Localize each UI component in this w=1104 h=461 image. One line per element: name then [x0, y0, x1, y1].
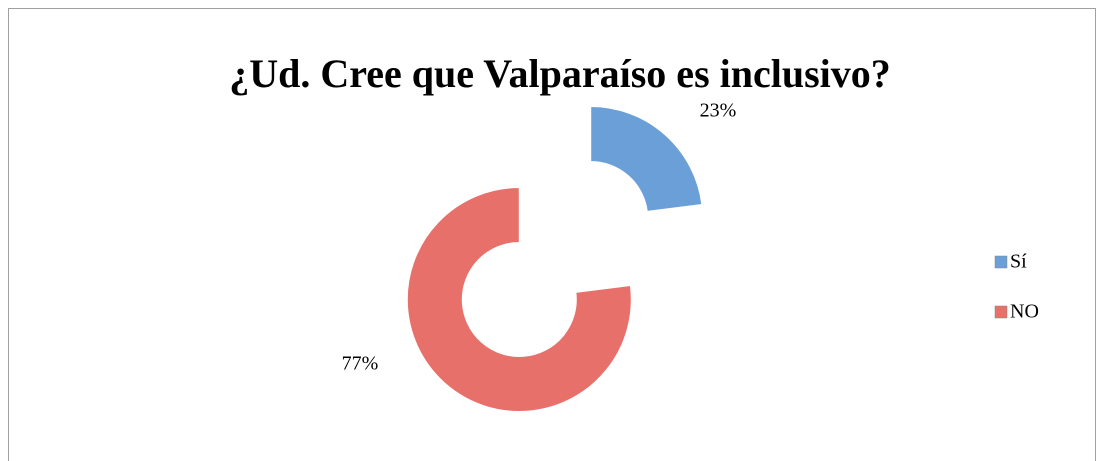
- data-label: 77%: [342, 353, 379, 375]
- doughnut-segment: [406, 187, 632, 412]
- legend-swatch: [994, 305, 1008, 319]
- legend-label: Sí: [1010, 251, 1027, 273]
- chart-frame: [8, 8, 1096, 461]
- chart-title: ¿Ud. Cree que Valparaíso es inclusivo?: [229, 51, 891, 96]
- data-label: 23%: [700, 100, 737, 122]
- doughnut-segment: [590, 105, 703, 212]
- legend-swatch: [994, 255, 1008, 269]
- legend-label: NO: [1010, 301, 1039, 323]
